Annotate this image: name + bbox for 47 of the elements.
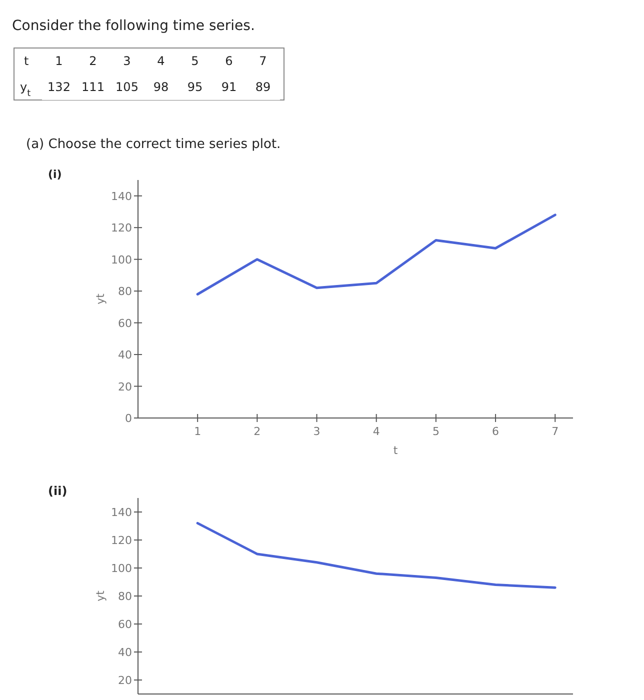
x-tick-label: 7 xyxy=(552,425,559,438)
x-tick-label: 1 xyxy=(55,54,63,68)
x-tick-label: 7 xyxy=(259,54,267,68)
chart-title: (a) Choose the correct time series plot. xyxy=(26,137,281,152)
x-tick-label: 5 xyxy=(432,425,440,438)
y-tick-label: 60 xyxy=(118,618,132,631)
x-tick-label: 1 xyxy=(194,425,202,438)
y-tick-label: y$_{t}$ xyxy=(20,80,32,99)
y-tick-label: 100 xyxy=(111,253,132,266)
x-tick-label: 2 xyxy=(254,425,261,438)
y-tick-label: 40 xyxy=(118,348,132,362)
chart-title: Consider the following time series. xyxy=(12,18,255,34)
x-tick-label: 4 xyxy=(157,54,165,68)
x-axis-title: t xyxy=(24,54,29,68)
chart-title: (ii) xyxy=(48,484,68,498)
x-tick-label: 6 xyxy=(225,54,233,68)
y-tick-label: 40 xyxy=(118,646,132,659)
y-tick-label: 120 xyxy=(111,534,132,547)
data-label: 95 xyxy=(187,80,203,94)
y-tick-label: 140 xyxy=(111,190,132,203)
line-series xyxy=(196,214,556,296)
data-label: 105 xyxy=(116,80,138,94)
chart-subtitle: (i) xyxy=(48,168,62,181)
x-tick-label: 3 xyxy=(313,425,320,438)
x-tick-label: 5 xyxy=(191,54,199,68)
y-tick-label: 80 xyxy=(118,285,132,298)
y-tick-label: 100 xyxy=(111,562,132,575)
y-tick-label: 140 xyxy=(111,506,132,519)
x-axis-title: t xyxy=(393,444,398,457)
x-tick-label: 4 xyxy=(372,425,380,438)
y-tick-label: 0 xyxy=(125,412,132,425)
x-tick-label: 2 xyxy=(89,54,97,68)
data-label: 132 xyxy=(48,80,70,94)
x-tick-label: 3 xyxy=(123,54,131,68)
y-tick-label: 80 xyxy=(118,590,132,603)
data-label: 98 xyxy=(153,80,169,94)
y-tick-label: 20 xyxy=(118,674,132,687)
line-series xyxy=(196,522,556,589)
x-tick-label: 6 xyxy=(492,425,500,438)
data-label: 111 xyxy=(82,80,104,94)
y-tick-label: 60 xyxy=(118,316,132,330)
data-label: 91 xyxy=(221,80,237,94)
y-axis-title: yt xyxy=(94,292,107,304)
y-axis-title: yt xyxy=(94,590,107,602)
y-tick-label: 20 xyxy=(118,380,132,394)
y-tick-label: 120 xyxy=(111,222,132,235)
data-label: 89 xyxy=(255,80,271,94)
